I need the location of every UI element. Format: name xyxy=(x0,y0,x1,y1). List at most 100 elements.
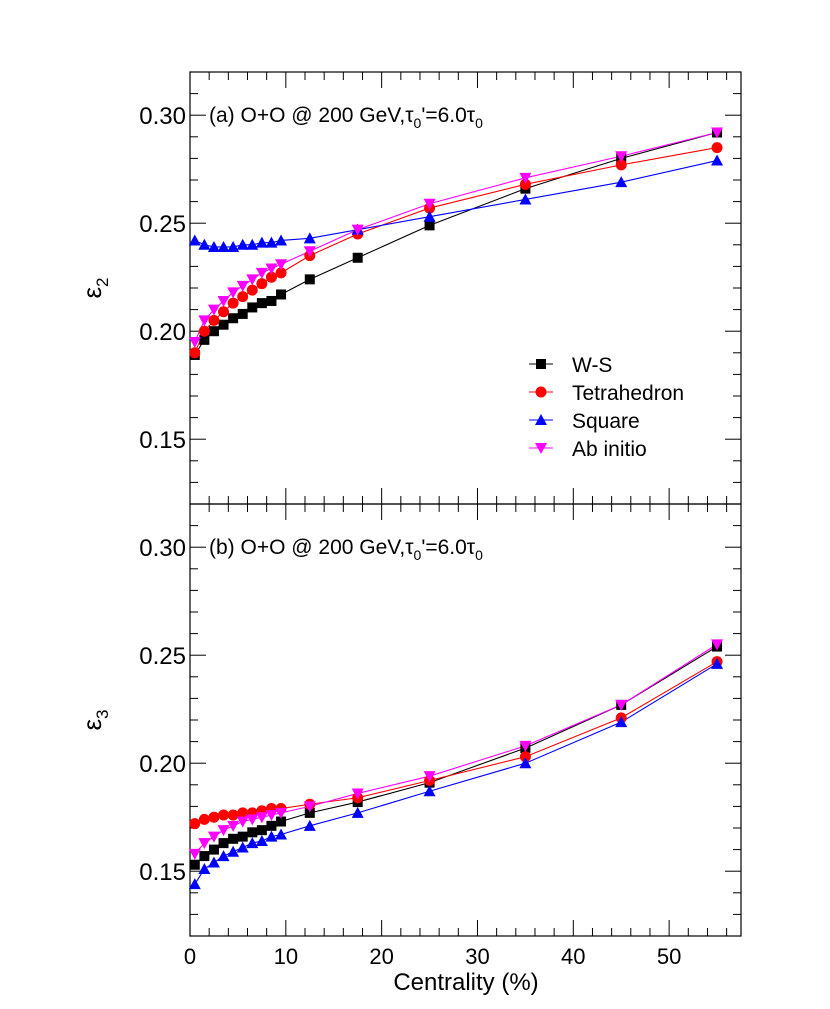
panel-a-series-line-ab-initio xyxy=(194,131,718,343)
panel-a-title-prefix: O+O @ 200 GeV,τ xyxy=(241,104,415,127)
panel-b-point-square-14 xyxy=(615,716,628,728)
panel-b-y-tick-label-0.30: 0.30 xyxy=(139,535,186,562)
panel-a-point-tetrahedron-8 xyxy=(265,271,277,283)
panel-b-point-ab-initio-8 xyxy=(265,810,278,822)
panel-b-point-w-s-9 xyxy=(276,816,287,827)
panel-b-point-tetrahedron-13 xyxy=(519,751,531,763)
panel-b-point-tetrahedron-1 xyxy=(198,813,210,825)
panel-a-point-tetrahedron-7 xyxy=(256,278,268,290)
panel-b-point-w-s-1 xyxy=(199,851,210,862)
panel-b-point-ab-initio-7 xyxy=(255,812,268,824)
x-axis-title-text: Centrality (%) xyxy=(393,969,538,996)
panel-a-point-w-s-9 xyxy=(276,289,287,300)
panel-b-point-ab-initio-13 xyxy=(519,740,532,752)
panel-a-point-tetrahedron-5 xyxy=(237,291,249,303)
panel-b-point-w-s-5 xyxy=(237,831,248,842)
panel-a-point-ab-initio-8 xyxy=(265,263,278,275)
panel-a-point-square-7 xyxy=(255,236,268,248)
panel-b-point-w-s-4 xyxy=(228,833,239,844)
panel-a-point-square-1 xyxy=(198,238,211,250)
panel-b-point-w-s-8 xyxy=(266,820,277,831)
panel-a-point-square-14 xyxy=(615,176,628,188)
panel-b-series-line-w-s xyxy=(194,646,718,866)
panel-a-point-tetrahedron-4 xyxy=(227,297,239,309)
panel-b-x-tick-label-20: 20 xyxy=(369,944,393,969)
panel-a-point-ab-initio-0 xyxy=(188,337,201,348)
panel-a-point-square-15 xyxy=(711,154,724,166)
panel-b-point-tetrahedron-5 xyxy=(237,807,249,819)
panel-b-x-tick-label-10: 10 xyxy=(274,944,298,969)
panel-a-y-tick-label-0.20: 0.20 xyxy=(139,319,186,346)
panel-a-point-ab-initio-7 xyxy=(255,267,268,279)
legend-marker-ab-initio xyxy=(535,443,547,454)
panel-b-x-tick-label-50: 50 xyxy=(657,944,681,969)
panel-b-point-ab-initio-10 xyxy=(303,801,316,813)
panel-b-point-ab-initio-2 xyxy=(207,831,220,843)
panel-a-title: (a) O+O @ 200 GeV,τ0'=6.0τ0 xyxy=(209,104,483,131)
panel-a-point-tetrahedron-6 xyxy=(246,284,258,296)
panel-b-point-square-12 xyxy=(423,785,436,797)
panel-a-point-tetrahedron-13 xyxy=(519,178,531,190)
panel-b-y-axis-title-main: ε xyxy=(77,719,107,731)
panel-b-point-w-s-6 xyxy=(247,827,258,838)
x-axis-title: Centrality (%) xyxy=(393,969,538,996)
panel-a-point-square-2 xyxy=(207,240,220,252)
panel-b-point-w-s-3 xyxy=(218,838,229,849)
panel-a-point-w-s-7 xyxy=(256,298,267,309)
panel-a-point-square-13 xyxy=(519,193,532,205)
panel-a-title-sub1: 0 xyxy=(414,115,422,131)
legend-label-ab-initio: Ab initio xyxy=(572,438,647,461)
panel-b-point-tetrahedron-0 xyxy=(189,818,201,830)
panel-b-point-ab-initio-15 xyxy=(711,639,724,651)
panel-a-series-line-square xyxy=(194,160,718,248)
panel-b-title: (b) O+O @ 200 GeV,τ0'=6.0τ0 xyxy=(209,536,483,563)
panel-a-point-ab-initio-1 xyxy=(198,315,211,327)
panel-a-point-w-s-6 xyxy=(247,302,258,313)
panel-b-point-square-8 xyxy=(265,830,278,842)
panel-b-point-tetrahedron-3 xyxy=(218,809,230,821)
panel-a-point-tetrahedron-2 xyxy=(208,314,220,326)
panel-b-title-sub2: 0 xyxy=(475,547,483,563)
panel-b-point-square-15 xyxy=(711,657,724,669)
panel-b-point-square-13 xyxy=(519,757,532,769)
panel-b-point-square-3 xyxy=(217,850,230,862)
panel-b-point-ab-initio-14 xyxy=(615,699,628,711)
panel-b-point-square-10 xyxy=(303,819,316,831)
panel-a-point-tetrahedron-9 xyxy=(275,267,287,279)
panel-a-y-tick-label-0.25: 0.25 xyxy=(139,211,186,238)
panel-b-point-square-1 xyxy=(198,863,211,875)
panel-a-point-square-12 xyxy=(423,210,436,222)
panel-b-title-sub1: 0 xyxy=(414,547,422,563)
legend-label-square: Square xyxy=(572,410,640,433)
panel-a-point-square-3 xyxy=(217,240,230,252)
panel-a-frame xyxy=(189,71,742,505)
panel-a-point-w-s-5 xyxy=(237,308,248,319)
panel-a-point-ab-initio-5 xyxy=(236,280,249,292)
panel-b-point-square-7 xyxy=(255,834,268,846)
panel-a-point-square-4 xyxy=(227,240,240,252)
panel-b-point-square-6 xyxy=(246,837,259,849)
panel-b-point-w-s-7 xyxy=(256,825,267,836)
panel-b-x-tick-label-40: 40 xyxy=(561,944,585,969)
panel-b-y-axis-title: ε3 xyxy=(77,709,112,730)
panel-b-x-tick-label-30: 30 xyxy=(465,944,489,969)
panel-a-y-tick-label-0.30: 0.30 xyxy=(139,103,186,130)
panel-a-point-w-s-8 xyxy=(266,295,277,306)
panel-a-point-square-5 xyxy=(236,238,249,250)
panel-a-title-label: (a) xyxy=(209,104,241,127)
panel-a-point-ab-initio-6 xyxy=(246,274,259,286)
panel-a-point-ab-initio-9 xyxy=(275,259,288,271)
panel-b-point-tetrahedron-2 xyxy=(208,811,220,823)
panel-a-point-w-s-1 xyxy=(199,334,210,345)
panel-a-point-ab-initio-2 xyxy=(207,304,220,316)
legend-label-tetrahedron: Tetrahedron xyxy=(572,382,684,405)
panel-a-y-tick-label-0.15: 0.15 xyxy=(139,427,186,454)
panel-b-point-tetrahedron-4 xyxy=(227,809,239,821)
legend-marker-square xyxy=(535,414,547,425)
panel-b-point-square-5 xyxy=(236,841,249,853)
panel-b-point-square-0 xyxy=(188,878,201,890)
legend-marker-w-s xyxy=(536,359,546,369)
panel-a-series-line-tetrahedron xyxy=(194,147,718,354)
panel-b-point-square-2 xyxy=(207,856,220,868)
